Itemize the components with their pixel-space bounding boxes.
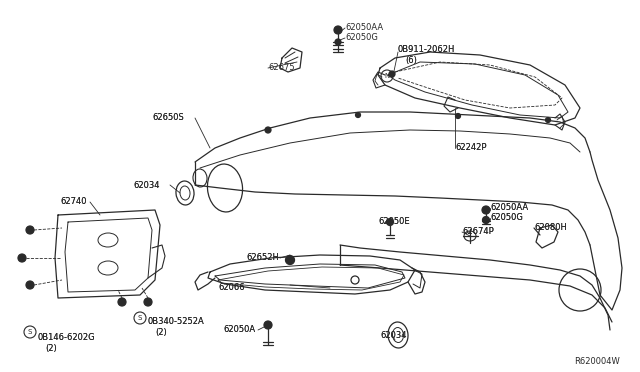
Text: 62050AA: 62050AA xyxy=(490,203,528,212)
Text: 62050E: 62050E xyxy=(378,218,410,227)
Ellipse shape xyxy=(98,233,118,247)
Text: 62050G: 62050G xyxy=(490,214,523,222)
Circle shape xyxy=(26,226,34,234)
Text: 0B340-5252A: 0B340-5252A xyxy=(148,317,205,327)
Text: 62034: 62034 xyxy=(133,180,159,189)
Text: 62034: 62034 xyxy=(380,330,406,340)
Text: 62674P: 62674P xyxy=(462,228,493,237)
Ellipse shape xyxy=(193,169,207,187)
Text: S: S xyxy=(138,315,142,321)
Text: 62050A: 62050A xyxy=(223,326,255,334)
Ellipse shape xyxy=(464,231,476,241)
Circle shape xyxy=(355,112,360,118)
Text: (6): (6) xyxy=(405,55,417,64)
Circle shape xyxy=(545,118,550,122)
Text: 62066: 62066 xyxy=(218,283,244,292)
Text: 62050G: 62050G xyxy=(345,33,378,42)
Text: R620004W: R620004W xyxy=(574,357,620,366)
Text: N: N xyxy=(385,73,390,79)
Circle shape xyxy=(144,298,152,306)
Text: 62242P: 62242P xyxy=(455,144,486,153)
Text: 62050AA: 62050AA xyxy=(345,23,383,32)
Text: (2): (2) xyxy=(45,343,57,353)
Ellipse shape xyxy=(176,181,194,205)
Ellipse shape xyxy=(180,186,190,200)
Ellipse shape xyxy=(207,164,243,212)
Circle shape xyxy=(265,127,271,133)
Text: 0B146-6202G: 0B146-6202G xyxy=(38,334,95,343)
Text: 62675: 62675 xyxy=(268,64,294,73)
Text: 62034: 62034 xyxy=(380,330,406,340)
Text: 62050G: 62050G xyxy=(490,214,523,222)
Circle shape xyxy=(483,217,490,224)
Text: 62080H: 62080H xyxy=(534,224,567,232)
Ellipse shape xyxy=(559,269,601,311)
Text: 62650S: 62650S xyxy=(152,113,184,122)
Text: 62050AA: 62050AA xyxy=(490,203,528,212)
Text: 0B911-2062H: 0B911-2062H xyxy=(398,45,456,55)
Circle shape xyxy=(387,218,394,225)
Circle shape xyxy=(18,254,26,262)
Circle shape xyxy=(482,206,490,214)
Text: 62242P: 62242P xyxy=(455,144,486,153)
Text: (2): (2) xyxy=(155,327,167,337)
Circle shape xyxy=(118,298,126,306)
Ellipse shape xyxy=(392,327,403,343)
Circle shape xyxy=(26,281,34,289)
Circle shape xyxy=(285,256,294,264)
Text: 62034: 62034 xyxy=(133,180,159,189)
Circle shape xyxy=(334,26,342,34)
Text: (2): (2) xyxy=(155,327,167,337)
Text: 0B911-2062H: 0B911-2062H xyxy=(398,45,456,55)
Text: 62740: 62740 xyxy=(60,198,86,206)
Text: (6): (6) xyxy=(405,55,417,64)
Text: (2): (2) xyxy=(45,343,57,353)
Text: 62050A: 62050A xyxy=(223,326,255,334)
Circle shape xyxy=(456,113,461,119)
Circle shape xyxy=(389,71,395,77)
Text: 62650S: 62650S xyxy=(152,113,184,122)
Text: 0B146-6202G: 0B146-6202G xyxy=(38,334,95,343)
Text: S: S xyxy=(28,329,32,335)
Text: 62740: 62740 xyxy=(60,198,86,206)
Ellipse shape xyxy=(388,322,408,348)
Ellipse shape xyxy=(98,261,118,275)
Text: 62652H: 62652H xyxy=(246,253,279,263)
Text: 62066: 62066 xyxy=(218,283,244,292)
Text: 62080H: 62080H xyxy=(534,224,567,232)
Text: 0B340-5252A: 0B340-5252A xyxy=(148,317,205,327)
Text: 62674P: 62674P xyxy=(462,228,493,237)
Circle shape xyxy=(335,39,341,45)
Text: 62050E: 62050E xyxy=(378,218,410,227)
Text: 62652H: 62652H xyxy=(246,253,279,263)
Circle shape xyxy=(264,321,272,329)
